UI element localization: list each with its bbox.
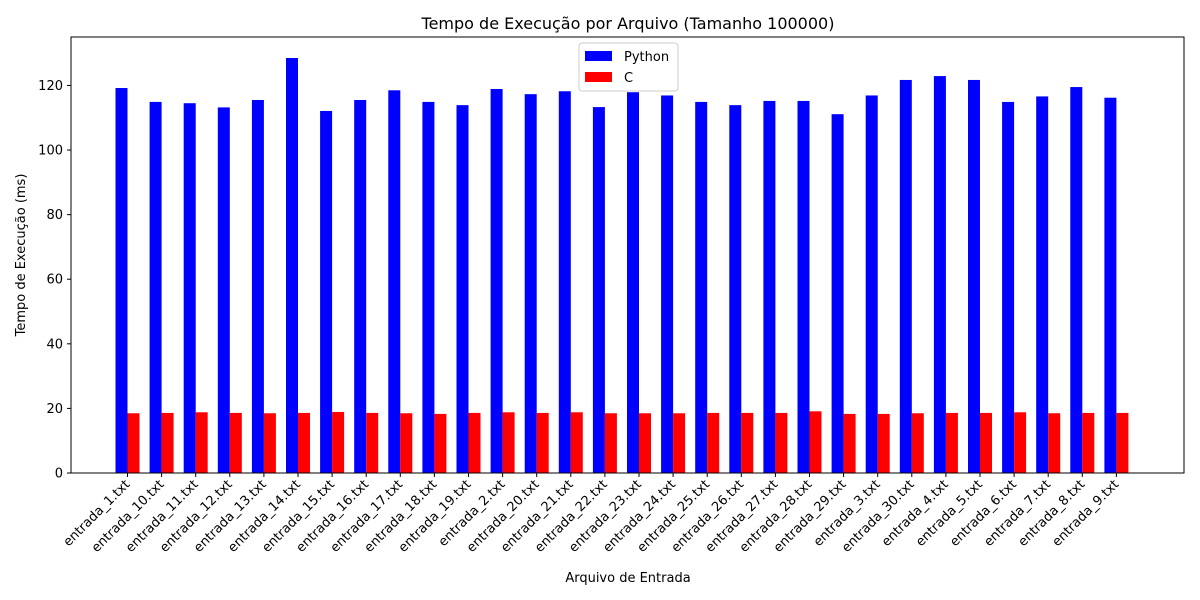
bar-python-entrada_5 (968, 79, 980, 473)
bar-python-entrada_16 (354, 99, 367, 473)
bar-c-entrada_6 (1014, 412, 1027, 473)
bar-python-entrada_30 (899, 79, 912, 473)
bar-c-entrada_14 (298, 412, 310, 473)
y-tick-label: 20 (46, 402, 63, 417)
bar-python-entrada_14 (286, 57, 298, 474)
bar-c-entrada_2 (502, 412, 515, 473)
bar-c-entrada_1 (127, 413, 140, 473)
x-axis-label: Arquivo de Entrada (565, 571, 690, 586)
bar-c-entrada_29 (843, 413, 856, 473)
legend-label-c: C (624, 71, 633, 86)
bar-c-entrada_17 (400, 413, 413, 473)
bar-c-entrada_5 (980, 412, 992, 473)
bar-c-entrada_16 (366, 412, 379, 473)
bar-c-entrada_13 (263, 413, 276, 473)
bar-c-entrada_23 (639, 413, 651, 473)
legend: Python C (578, 42, 679, 92)
bar-c-entrada_10 (161, 412, 174, 473)
chart-title: Tempo de Execução por Arquivo (Tamanho 1… (421, 14, 835, 33)
bar-c-entrada_20 (536, 412, 549, 473)
bar-c-entrada_15 (332, 411, 345, 473)
bar-python-entrada_1 (115, 88, 128, 474)
legend-label-python: Python (624, 50, 669, 65)
bar-python-entrada_11 (183, 103, 196, 474)
bar-python-entrada_23 (627, 92, 639, 473)
bar-c-entrada_24 (673, 413, 686, 473)
y-tick-label: 120 (38, 79, 63, 94)
bar-c-entrada_9 (1116, 412, 1129, 473)
bar-c-entrada_28 (809, 411, 822, 473)
bar-python-entrada_17 (388, 90, 401, 474)
bar-c-entrada_12 (229, 412, 242, 473)
bar-python-entrada_15 (320, 110, 333, 473)
y-tick-label: 100 (38, 144, 63, 159)
bar-python-entrada_12 (217, 107, 230, 473)
bar-c-entrada_3 (877, 413, 890, 473)
x-axis: entrada_1.txtentrada_10.txtentrada_11.tx… (61, 473, 1122, 556)
bar-python-entrada_9 (1104, 97, 1117, 473)
bar-python-entrada_29 (831, 114, 844, 474)
bar-python-entrada_6 (1002, 101, 1015, 473)
y-axis: 0 20 40 60 80 100 120 (38, 79, 71, 482)
legend-swatch-c (585, 72, 612, 82)
bar-c-entrada_25 (707, 412, 720, 473)
bar-python-entrada_3 (865, 95, 878, 473)
bar-c-entrada_19 (468, 412, 481, 473)
bar-python-entrada_2 (490, 88, 503, 473)
plot-frame (70, 36, 1185, 474)
bar-c-entrada_11 (195, 412, 208, 473)
y-tick-label: 60 (46, 273, 63, 288)
y-axis-label: Tempo de Execução (ms) (14, 174, 29, 338)
bar-python-entrada_18 (422, 101, 435, 473)
bar-c-entrada_21 (570, 412, 583, 473)
y-tick-label: 0 (55, 467, 63, 482)
bar-c-entrada_26 (741, 412, 754, 473)
bar-c-entrada_30 (911, 413, 924, 473)
bar-python-entrada_20 (524, 94, 537, 474)
bar-python-entrada_24 (661, 95, 674, 473)
bar-c-entrada_27 (775, 412, 788, 473)
bar-python-entrada_28 (797, 100, 810, 474)
bar-python-entrada_8 (1070, 87, 1083, 473)
bar-python-entrada_21 (558, 91, 571, 473)
bar-python-entrada_26 (729, 105, 742, 473)
bar-python-entrada_13 (251, 99, 264, 473)
bar-c-entrada_4 (945, 412, 958, 473)
legend-swatch-python (585, 51, 612, 61)
bar-c-entrada_8 (1082, 412, 1095, 473)
bar-python-entrada_27 (763, 100, 776, 474)
bar-python-entrada_25 (695, 101, 708, 473)
bar-python-entrada_10 (149, 101, 162, 473)
y-tick-label: 40 (46, 337, 63, 352)
bar-c-entrada_22 (604, 413, 617, 473)
bar-python-entrada_7 (1036, 96, 1049, 474)
bar-c-entrada_7 (1048, 413, 1061, 473)
bar-python-entrada_19 (456, 105, 469, 473)
bar-c-entrada_18 (434, 413, 447, 473)
y-tick-label: 80 (46, 208, 63, 223)
bar-python-entrada_4 (933, 76, 946, 473)
bars-group (115, 57, 1129, 474)
bar-python-entrada_22 (592, 107, 605, 474)
